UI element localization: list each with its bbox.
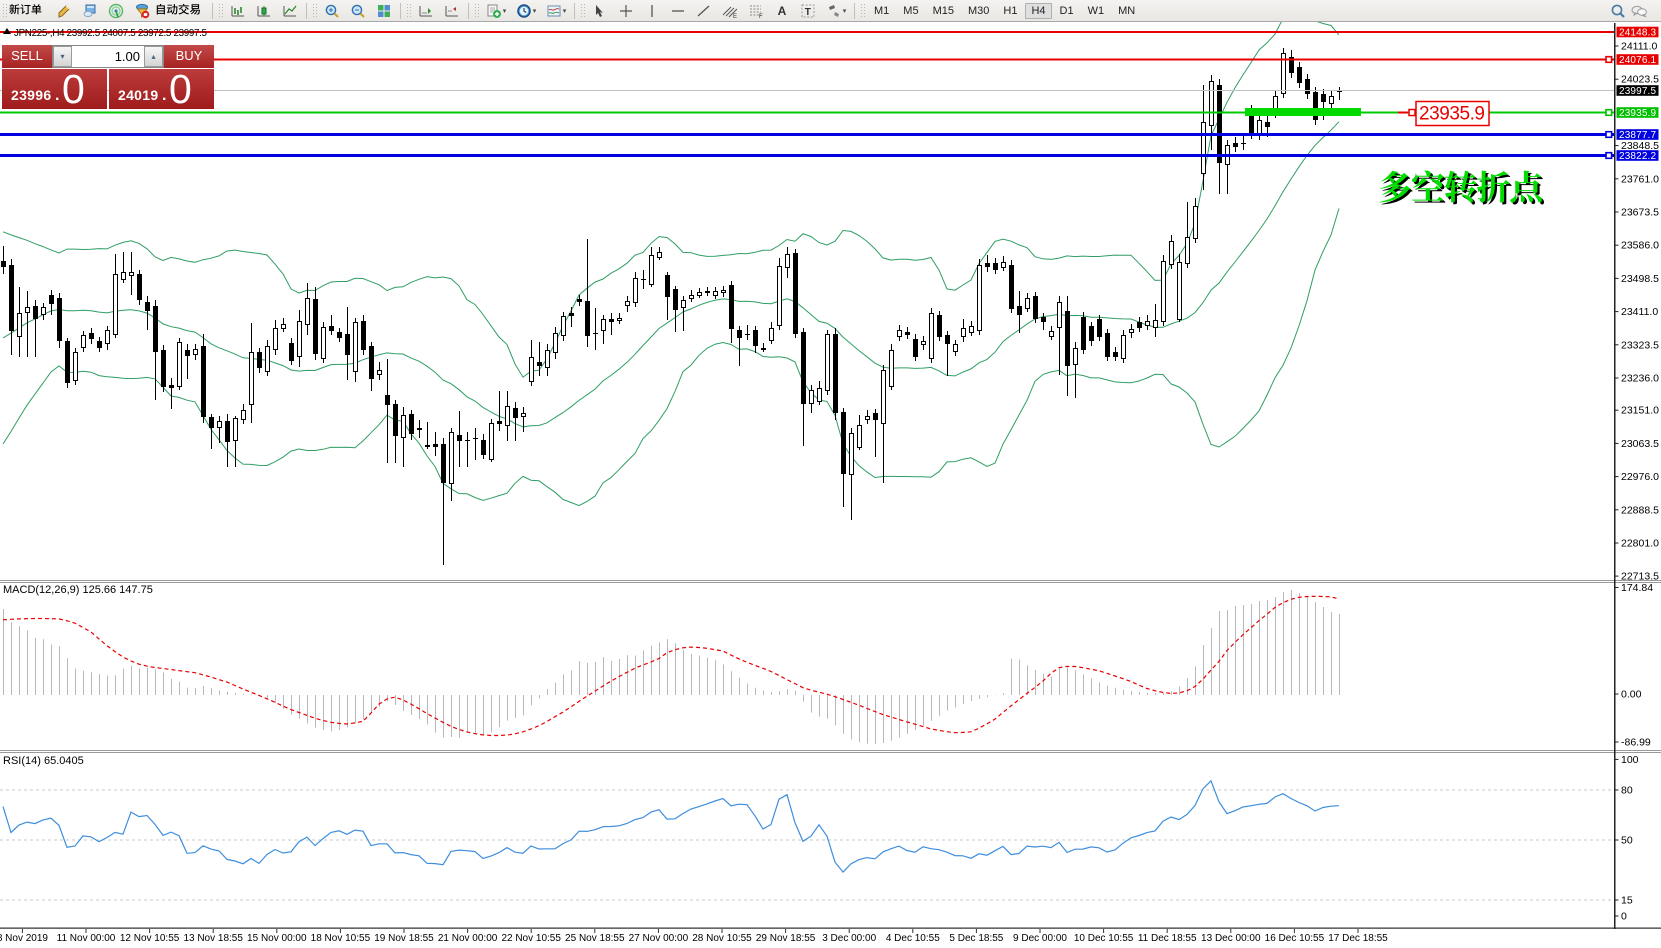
svg-text:MACD(12,26,9) 125.66 147.75: MACD(12,26,9) 125.66 147.75 <box>3 584 153 596</box>
svg-text:23063.5: 23063.5 <box>1621 438 1659 450</box>
svg-text:16 Dec 10:55: 16 Dec 10:55 <box>1265 933 1325 944</box>
svg-text:22976.0: 22976.0 <box>1621 471 1659 483</box>
svg-text:23761.0: 23761.0 <box>1621 173 1659 185</box>
svg-text:15: 15 <box>1621 895 1633 907</box>
svg-text:T: T <box>805 7 811 18</box>
svg-text:174.84: 174.84 <box>1621 582 1653 594</box>
svg-text:80: 80 <box>1621 785 1633 797</box>
svg-text:29 Nov 18:55: 29 Nov 18:55 <box>756 933 816 944</box>
svg-text:17 Dec 18:55: 17 Dec 18:55 <box>1328 933 1388 944</box>
svg-text:24023.5: 24023.5 <box>1621 74 1659 86</box>
svg-text:4 Dec 10:55: 4 Dec 10:55 <box>886 933 940 944</box>
svg-text:23877.7: 23877.7 <box>1619 130 1656 141</box>
svg-text:50: 50 <box>1621 835 1633 847</box>
svg-text:13 Nov 18:55: 13 Nov 18:55 <box>183 933 243 944</box>
svg-text:23935.9: 23935.9 <box>1419 104 1485 125</box>
svg-text:F: F <box>759 14 763 19</box>
svg-text:19 Nov 18:55: 19 Nov 18:55 <box>374 933 434 944</box>
svg-text:12 Nov 10:55: 12 Nov 10:55 <box>120 933 180 944</box>
svg-text:25 Nov 18:55: 25 Nov 18:55 <box>565 933 625 944</box>
svg-text:-86.99: -86.99 <box>1621 737 1651 749</box>
svg-text:24111.0: 24111.0 <box>1621 41 1658 53</box>
svg-text:8 Nov 2019: 8 Nov 2019 <box>0 933 48 944</box>
svg-text:JPN225-,H4 23992.5 24007.5 23: JPN225-,H4 23992.5 24007.5 23972.5 23997… <box>14 28 208 39</box>
svg-text:0.00: 0.00 <box>1621 689 1642 701</box>
svg-text:23997.5: 23997.5 <box>1619 86 1656 97</box>
svg-text:RSI(14) 65.0405: RSI(14) 65.0405 <box>3 755 84 767</box>
svg-text:15 Nov 00:00: 15 Nov 00:00 <box>247 933 307 944</box>
svg-text:18 Nov 10:55: 18 Nov 10:55 <box>311 933 371 944</box>
svg-text:E: E <box>733 14 737 19</box>
svg-text:24076.1: 24076.1 <box>1619 55 1656 66</box>
svg-text:22 Nov 10:55: 22 Nov 10:55 <box>501 933 561 944</box>
svg-text:9 Dec 00:00: 9 Dec 00:00 <box>1013 933 1067 944</box>
svg-text:0: 0 <box>1621 911 1627 923</box>
svg-text:10 Dec 10:55: 10 Dec 10:55 <box>1074 933 1134 944</box>
svg-text:13 Dec 00:00: 13 Dec 00:00 <box>1201 933 1261 944</box>
svg-text:21 Nov 00:00: 21 Nov 00:00 <box>438 933 498 944</box>
svg-text:100: 100 <box>1621 754 1639 766</box>
svg-text:3 Dec 00:00: 3 Dec 00:00 <box>822 933 876 944</box>
svg-text:23822.2: 23822.2 <box>1619 151 1656 162</box>
svg-text:23935.9: 23935.9 <box>1619 108 1656 119</box>
svg-text:23848.5: 23848.5 <box>1621 140 1659 152</box>
svg-text:23673.5: 23673.5 <box>1621 207 1659 219</box>
svg-text:24148.3: 24148.3 <box>1619 28 1656 39</box>
svg-text:23498.5: 23498.5 <box>1621 273 1659 285</box>
svg-text:22801.0: 22801.0 <box>1621 538 1659 550</box>
svg-text:23151.0: 23151.0 <box>1621 405 1659 417</box>
svg-text:11 Nov 00:00: 11 Nov 00:00 <box>57 933 116 944</box>
svg-text:23586.0: 23586.0 <box>1621 240 1659 252</box>
svg-text:5 Dec 18:55: 5 Dec 18:55 <box>949 933 1003 944</box>
svg-text:23236.0: 23236.0 <box>1621 373 1659 385</box>
svg-text:27 Nov 00:00: 27 Nov 00:00 <box>629 933 689 944</box>
svg-text:22713.5: 22713.5 <box>1621 571 1659 583</box>
svg-text:28 Nov 10:55: 28 Nov 10:55 <box>692 933 752 944</box>
svg-text:23411.0: 23411.0 <box>1621 306 1658 318</box>
svg-text:22888.5: 22888.5 <box>1621 504 1659 516</box>
svg-text:23323.5: 23323.5 <box>1621 339 1659 351</box>
svg-text:11 Dec 18:55: 11 Dec 18:55 <box>1138 933 1197 944</box>
